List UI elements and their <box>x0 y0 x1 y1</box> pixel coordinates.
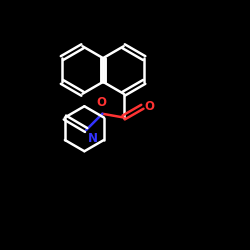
Text: N: N <box>88 132 98 145</box>
Text: O: O <box>96 96 106 109</box>
Text: O: O <box>144 100 154 113</box>
